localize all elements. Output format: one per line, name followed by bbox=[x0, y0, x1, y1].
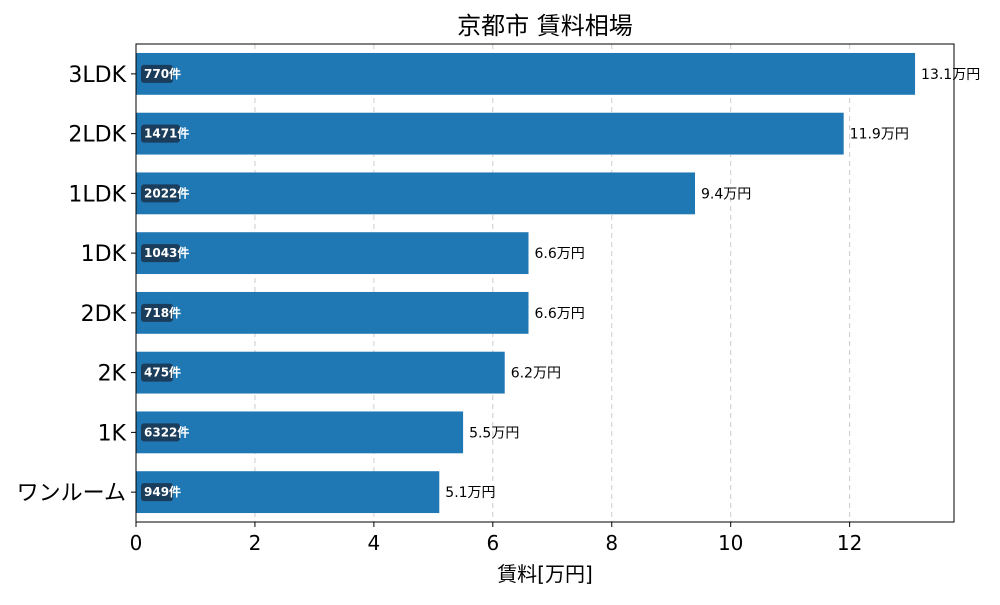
bar bbox=[136, 112, 844, 155]
count-badge bbox=[141, 303, 173, 322]
bar bbox=[136, 232, 529, 275]
bar bbox=[136, 291, 529, 334]
x-tick-label: 2 bbox=[249, 531, 262, 555]
value-label: 6.6万円 bbox=[534, 306, 584, 322]
count-badge bbox=[141, 244, 180, 263]
value-label: 5.1万円 bbox=[445, 485, 495, 501]
count-label: 6322件 bbox=[144, 424, 189, 439]
y-tick-label: 1DK bbox=[81, 242, 127, 267]
x-tick-label: 6 bbox=[486, 531, 499, 555]
bar-layer bbox=[136, 52, 916, 514]
bar bbox=[136, 411, 464, 454]
x-tick-label: 10 bbox=[718, 531, 743, 555]
bar bbox=[136, 351, 505, 394]
y-tick-label: 1LDK bbox=[68, 182, 126, 207]
x-tick-label: 0 bbox=[130, 531, 143, 555]
value-label: 6.6万円 bbox=[534, 246, 584, 262]
count-label: 1471件 bbox=[144, 126, 189, 141]
y-tick-label: 3LDK bbox=[68, 63, 126, 88]
count-badge bbox=[141, 64, 173, 83]
count-label: 770件 bbox=[144, 66, 181, 81]
x-tick-label: 12 bbox=[837, 531, 862, 555]
x-axis-label: 賃料[万円] bbox=[497, 562, 593, 586]
y-tick-label: 1K bbox=[98, 421, 127, 446]
bar bbox=[136, 172, 696, 215]
label-layer: 13.1万円 770件 11.9万円 1471件 9.4万円 2022件 6.6万円 1043… bbox=[141, 64, 980, 502]
y-tick-label: 2LDK bbox=[68, 123, 126, 148]
count-label: 718件 bbox=[144, 305, 181, 320]
count-badge bbox=[141, 483, 173, 502]
plot-frame bbox=[135, 43, 955, 523]
x-tick-label: 8 bbox=[605, 531, 618, 555]
value-label: 11.9万円 bbox=[850, 127, 909, 143]
count-label: 949件 bbox=[144, 484, 181, 499]
bar bbox=[136, 52, 916, 95]
value-label: 13.1万円 bbox=[921, 67, 980, 83]
axis-layer: 0 2 4 6 8 10 12 3LDK 2LDK 1LDK 1DK 2DK 2K 1K ワンルーム bbox=[17, 63, 863, 555]
x-tick-label: 4 bbox=[368, 531, 381, 555]
y-tick-label: ワンルーム bbox=[17, 481, 126, 506]
count-label: 2022件 bbox=[144, 185, 189, 200]
bar bbox=[136, 471, 440, 514]
y-tick-label: 2K bbox=[98, 362, 127, 387]
y-tick-label: 2DK bbox=[81, 302, 127, 327]
count-badge bbox=[141, 363, 173, 382]
count-label: 475件 bbox=[144, 365, 181, 380]
value-label: 9.4万円 bbox=[701, 186, 751, 202]
count-badge bbox=[141, 423, 180, 442]
count-badge bbox=[141, 184, 180, 203]
count-badge bbox=[141, 124, 180, 143]
chart-title: 京都市 賃料相場 bbox=[457, 12, 633, 40]
count-label: 1043件 bbox=[144, 245, 189, 260]
value-label: 5.5万円 bbox=[469, 425, 519, 441]
value-label: 6.2万円 bbox=[511, 366, 561, 382]
